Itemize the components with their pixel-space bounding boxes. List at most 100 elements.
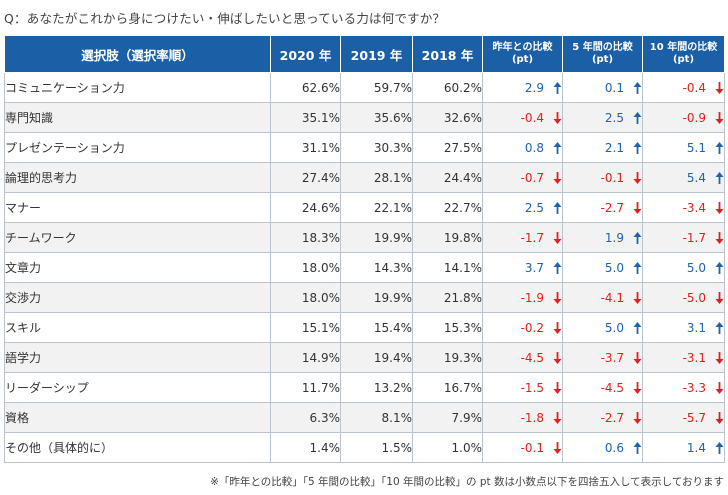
arrow-up-icon (715, 141, 724, 154)
value-2020: 11.7% (270, 372, 341, 403)
table-row: リーダーシップ 11.7% 13.2% 16.7% -1.5 -4.5 -3.3 (4, 372, 725, 403)
arrow-down-icon (715, 111, 724, 124)
diff-value: 0.8 (524, 140, 544, 155)
diff-5-years: 2.5 (562, 102, 643, 133)
diff-5-years: -4.5 (562, 372, 643, 403)
table-row: 語学力 14.9% 19.4% 19.3% -4.5 -3.7 -3.1 (4, 342, 725, 373)
diff-value: -5.0 (682, 290, 706, 305)
value-2019: 15.4% (340, 312, 413, 343)
value-2020: 18.3% (270, 222, 341, 253)
diff-value: -0.2 (520, 320, 544, 335)
value-2020: 14.9% (270, 342, 341, 373)
header-option: 選択肢（選択率順） (4, 35, 271, 73)
diff-value: 2.5 (604, 110, 624, 125)
arrow-down-icon (633, 171, 642, 184)
diff-value: -1.7 (520, 230, 544, 245)
diff-value: -1.9 (520, 290, 544, 305)
diff-value: -4.5 (600, 380, 624, 395)
value-2020: 6.3% (270, 402, 341, 433)
diff-5-years: -2.7 (562, 402, 643, 433)
diff-5-years: -0.1 (562, 162, 643, 193)
diff-value: 5.0 (604, 320, 624, 335)
diff-last-year: -4.5 (482, 342, 563, 373)
row-label: その他（具体的に） (4, 432, 271, 463)
diff-5-years: 1.9 (562, 222, 643, 253)
value-2018: 19.3% (412, 342, 483, 373)
row-label: 資格 (4, 402, 271, 433)
arrow-down-icon (633, 381, 642, 394)
diff-10-years: -3.4 (642, 192, 725, 223)
row-label: マナー (4, 192, 271, 223)
arrow-up-icon (633, 321, 642, 334)
diff-value: 3.1 (686, 320, 706, 335)
diff-value: -3.1 (682, 350, 706, 365)
diff-value: 2.5 (524, 200, 544, 215)
arrow-down-icon (553, 441, 562, 454)
arrow-down-icon (715, 351, 724, 364)
table-row: 文章力 18.0% 14.3% 14.1% 3.7 5.0 5.0 (4, 252, 725, 283)
table-body: コミュニケーション力 62.6% 59.7% 60.2% 2.9 0.1 -0.4 専門知識 3… (4, 72, 725, 463)
arrow-up-icon (553, 141, 562, 154)
value-2019: 28.1% (340, 162, 413, 193)
diff-value: -1.7 (682, 230, 706, 245)
arrow-down-icon (553, 231, 562, 244)
arrow-up-icon (715, 171, 724, 184)
row-label: チームワーク (4, 222, 271, 253)
diff-value: 5.0 (604, 260, 624, 275)
value-2019: 14.3% (340, 252, 413, 283)
value-2018: 27.5% (412, 132, 483, 163)
value-2018: 7.9% (412, 402, 483, 433)
arrow-down-icon (553, 381, 562, 394)
diff-5-years: 2.1 (562, 132, 643, 163)
arrow-up-icon (553, 261, 562, 274)
arrow-down-icon (715, 201, 724, 214)
value-2020: 24.6% (270, 192, 341, 223)
value-2019: 22.1% (340, 192, 413, 223)
diff-10-years: 5.0 (642, 252, 725, 283)
diff-10-years: 5.1 (642, 132, 725, 163)
diff-value: 1.4 (686, 440, 706, 455)
diff-last-year: -1.9 (482, 282, 563, 313)
diff-last-year: -0.4 (482, 102, 563, 133)
diff-10-years: -3.3 (642, 372, 725, 403)
diff-value: -4.1 (600, 290, 624, 305)
arrow-up-icon (715, 261, 724, 274)
diff-last-year: -1.7 (482, 222, 563, 253)
value-2018: 24.4% (412, 162, 483, 193)
value-2020: 15.1% (270, 312, 341, 343)
arrow-down-icon (553, 351, 562, 364)
diff-5-years: 0.1 (562, 72, 643, 103)
diff-10-years: -1.7 (642, 222, 725, 253)
diff-value: -3.3 (682, 380, 706, 395)
arrow-down-icon (715, 291, 724, 304)
header-compare-last-year: 昨年との比較 (pt) (482, 35, 563, 73)
value-2019: 8.1% (340, 402, 413, 433)
diff-value: 0.1 (604, 80, 624, 95)
diff-10-years: -5.0 (642, 282, 725, 313)
table-row: 資格 6.3% 8.1% 7.9% -1.8 -2.7 -5.7 (4, 402, 725, 433)
diff-value: 5.1 (686, 140, 706, 155)
arrow-down-icon (553, 411, 562, 424)
value-2018: 21.8% (412, 282, 483, 313)
diff-value: -4.5 (520, 350, 544, 365)
diff-5-years: -3.7 (562, 342, 643, 373)
row-label: 文章力 (4, 252, 271, 283)
arrow-up-icon (553, 81, 562, 94)
diff-value: 1.9 (604, 230, 624, 245)
diff-last-year: 2.5 (482, 192, 563, 223)
diff-value: 0.6 (604, 440, 624, 455)
diff-value: -1.8 (520, 410, 544, 425)
table-row: コミュニケーション力 62.6% 59.7% 60.2% 2.9 0.1 -0.4 (4, 72, 725, 103)
diff-value: 5.0 (686, 260, 706, 275)
value-2020: 35.1% (270, 102, 341, 133)
diff-value: 3.7 (524, 260, 544, 275)
survey-table: 選択肢（選択率順） 2020 年 2019 年 2018 年 昨年との比較 (p… (4, 35, 725, 463)
value-2020: 1.4% (270, 432, 341, 463)
diff-last-year: 2.9 (482, 72, 563, 103)
arrow-up-icon (633, 81, 642, 94)
value-2019: 19.9% (340, 222, 413, 253)
diff-value: -0.4 (520, 110, 544, 125)
value-2020: 18.0% (270, 282, 341, 313)
value-2020: 27.4% (270, 162, 341, 193)
row-label: 交渉力 (4, 282, 271, 313)
